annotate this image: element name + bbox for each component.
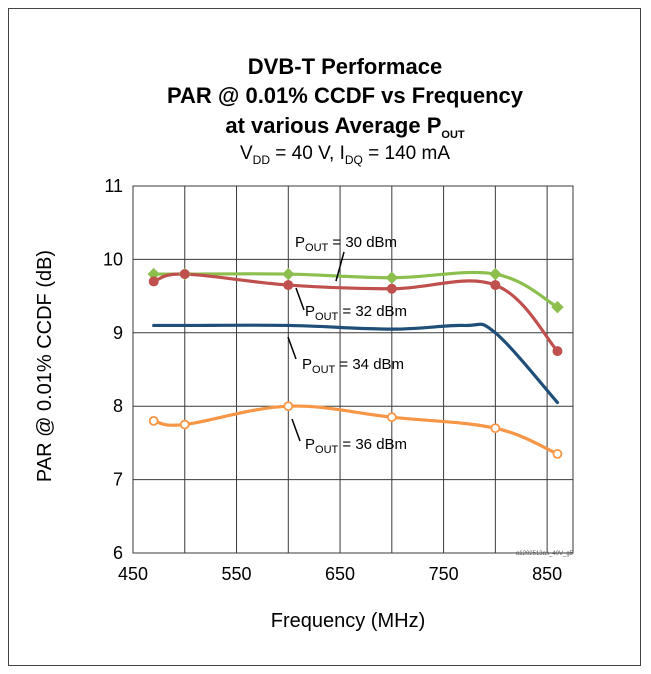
annotation-30-dbm: POUT = 30 dBm <box>295 234 397 254</box>
figure-code: a1202513as_40V_g5 <box>516 551 574 557</box>
tick-labels: 450 550 650 750 850 6 7 8 9 10 11 <box>103 176 562 584</box>
y-tick-label: 9 <box>113 323 123 343</box>
y-tick-label: 7 <box>113 470 123 490</box>
annotation-36-dbm: POUT = 36 dBm <box>305 436 407 456</box>
data-point <box>282 267 295 281</box>
data-point <box>489 267 502 281</box>
x-tick-label: 650 <box>325 564 355 584</box>
data-point <box>552 346 563 357</box>
plot-border <box>132 185 574 554</box>
annotation-leader-34 <box>287 336 297 360</box>
y-tick-label: 11 <box>104 176 123 196</box>
chart-title-line-3: at various Average POUT <box>225 113 465 141</box>
y-tick-label: 10 <box>103 249 123 269</box>
data-point <box>179 419 190 430</box>
data-point <box>386 412 397 423</box>
data-point <box>490 280 501 291</box>
x-tick-label: 750 <box>429 564 459 584</box>
data-point <box>179 269 190 280</box>
grid <box>132 185 574 554</box>
annotation-leader-36 <box>291 418 301 442</box>
data-point <box>552 449 563 459</box>
y-tick-label: 6 <box>113 543 123 563</box>
x-axis-title: Frequency (MHz) <box>271 610 425 632</box>
chart-title-line-1: DVB-T Performace <box>248 54 442 79</box>
x-tick-label: 450 <box>118 564 148 584</box>
chart-subtitle: VDD = 40 V, IDQ = 140 mA <box>240 143 450 167</box>
data-point <box>283 401 294 412</box>
data-point <box>283 280 294 291</box>
annotation-34-dbm: POUT = 34 dBm <box>302 356 404 376</box>
y-axis-title: PAR @ 0.01% CCDF (dB) <box>34 250 56 482</box>
data-point <box>385 271 399 284</box>
data-point <box>386 283 397 294</box>
chart-frame <box>8 8 641 666</box>
x-tick-label: 550 <box>222 564 252 584</box>
data-point <box>148 276 159 287</box>
y-tick-label: 8 <box>113 396 123 416</box>
annotation-32-dbm: POUT = 32 dBm <box>305 303 407 323</box>
series-line-2 <box>152 322 560 405</box>
x-tick-label: 850 <box>532 564 562 584</box>
annotation-leader-32 <box>295 287 305 311</box>
annotation-leader-30 <box>335 251 345 282</box>
data-point <box>551 300 564 314</box>
data-point <box>490 423 501 434</box>
data-point <box>148 415 159 426</box>
series-markers <box>147 267 564 459</box>
chart-title-line-2: PAR @ 0.01% CCDF vs Frequency <box>167 83 524 108</box>
